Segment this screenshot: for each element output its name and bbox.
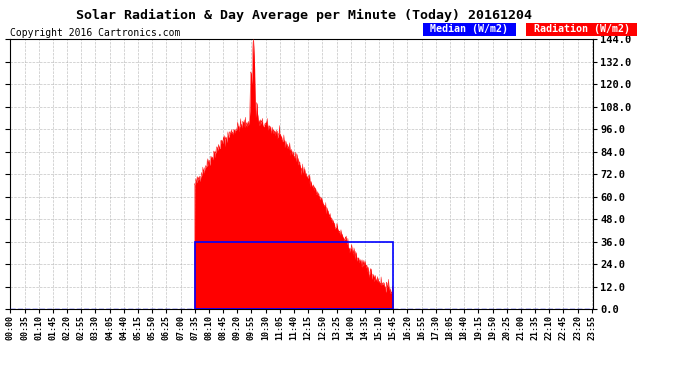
Text: Radiation (W/m2): Radiation (W/m2) bbox=[528, 24, 636, 34]
Text: Solar Radiation & Day Average per Minute (Today) 20161204: Solar Radiation & Day Average per Minute… bbox=[76, 9, 531, 22]
Text: Copyright 2016 Cartronics.com: Copyright 2016 Cartronics.com bbox=[10, 28, 181, 38]
Text: Median (W/m2): Median (W/m2) bbox=[424, 24, 514, 34]
Bar bbox=[195, 242, 393, 309]
